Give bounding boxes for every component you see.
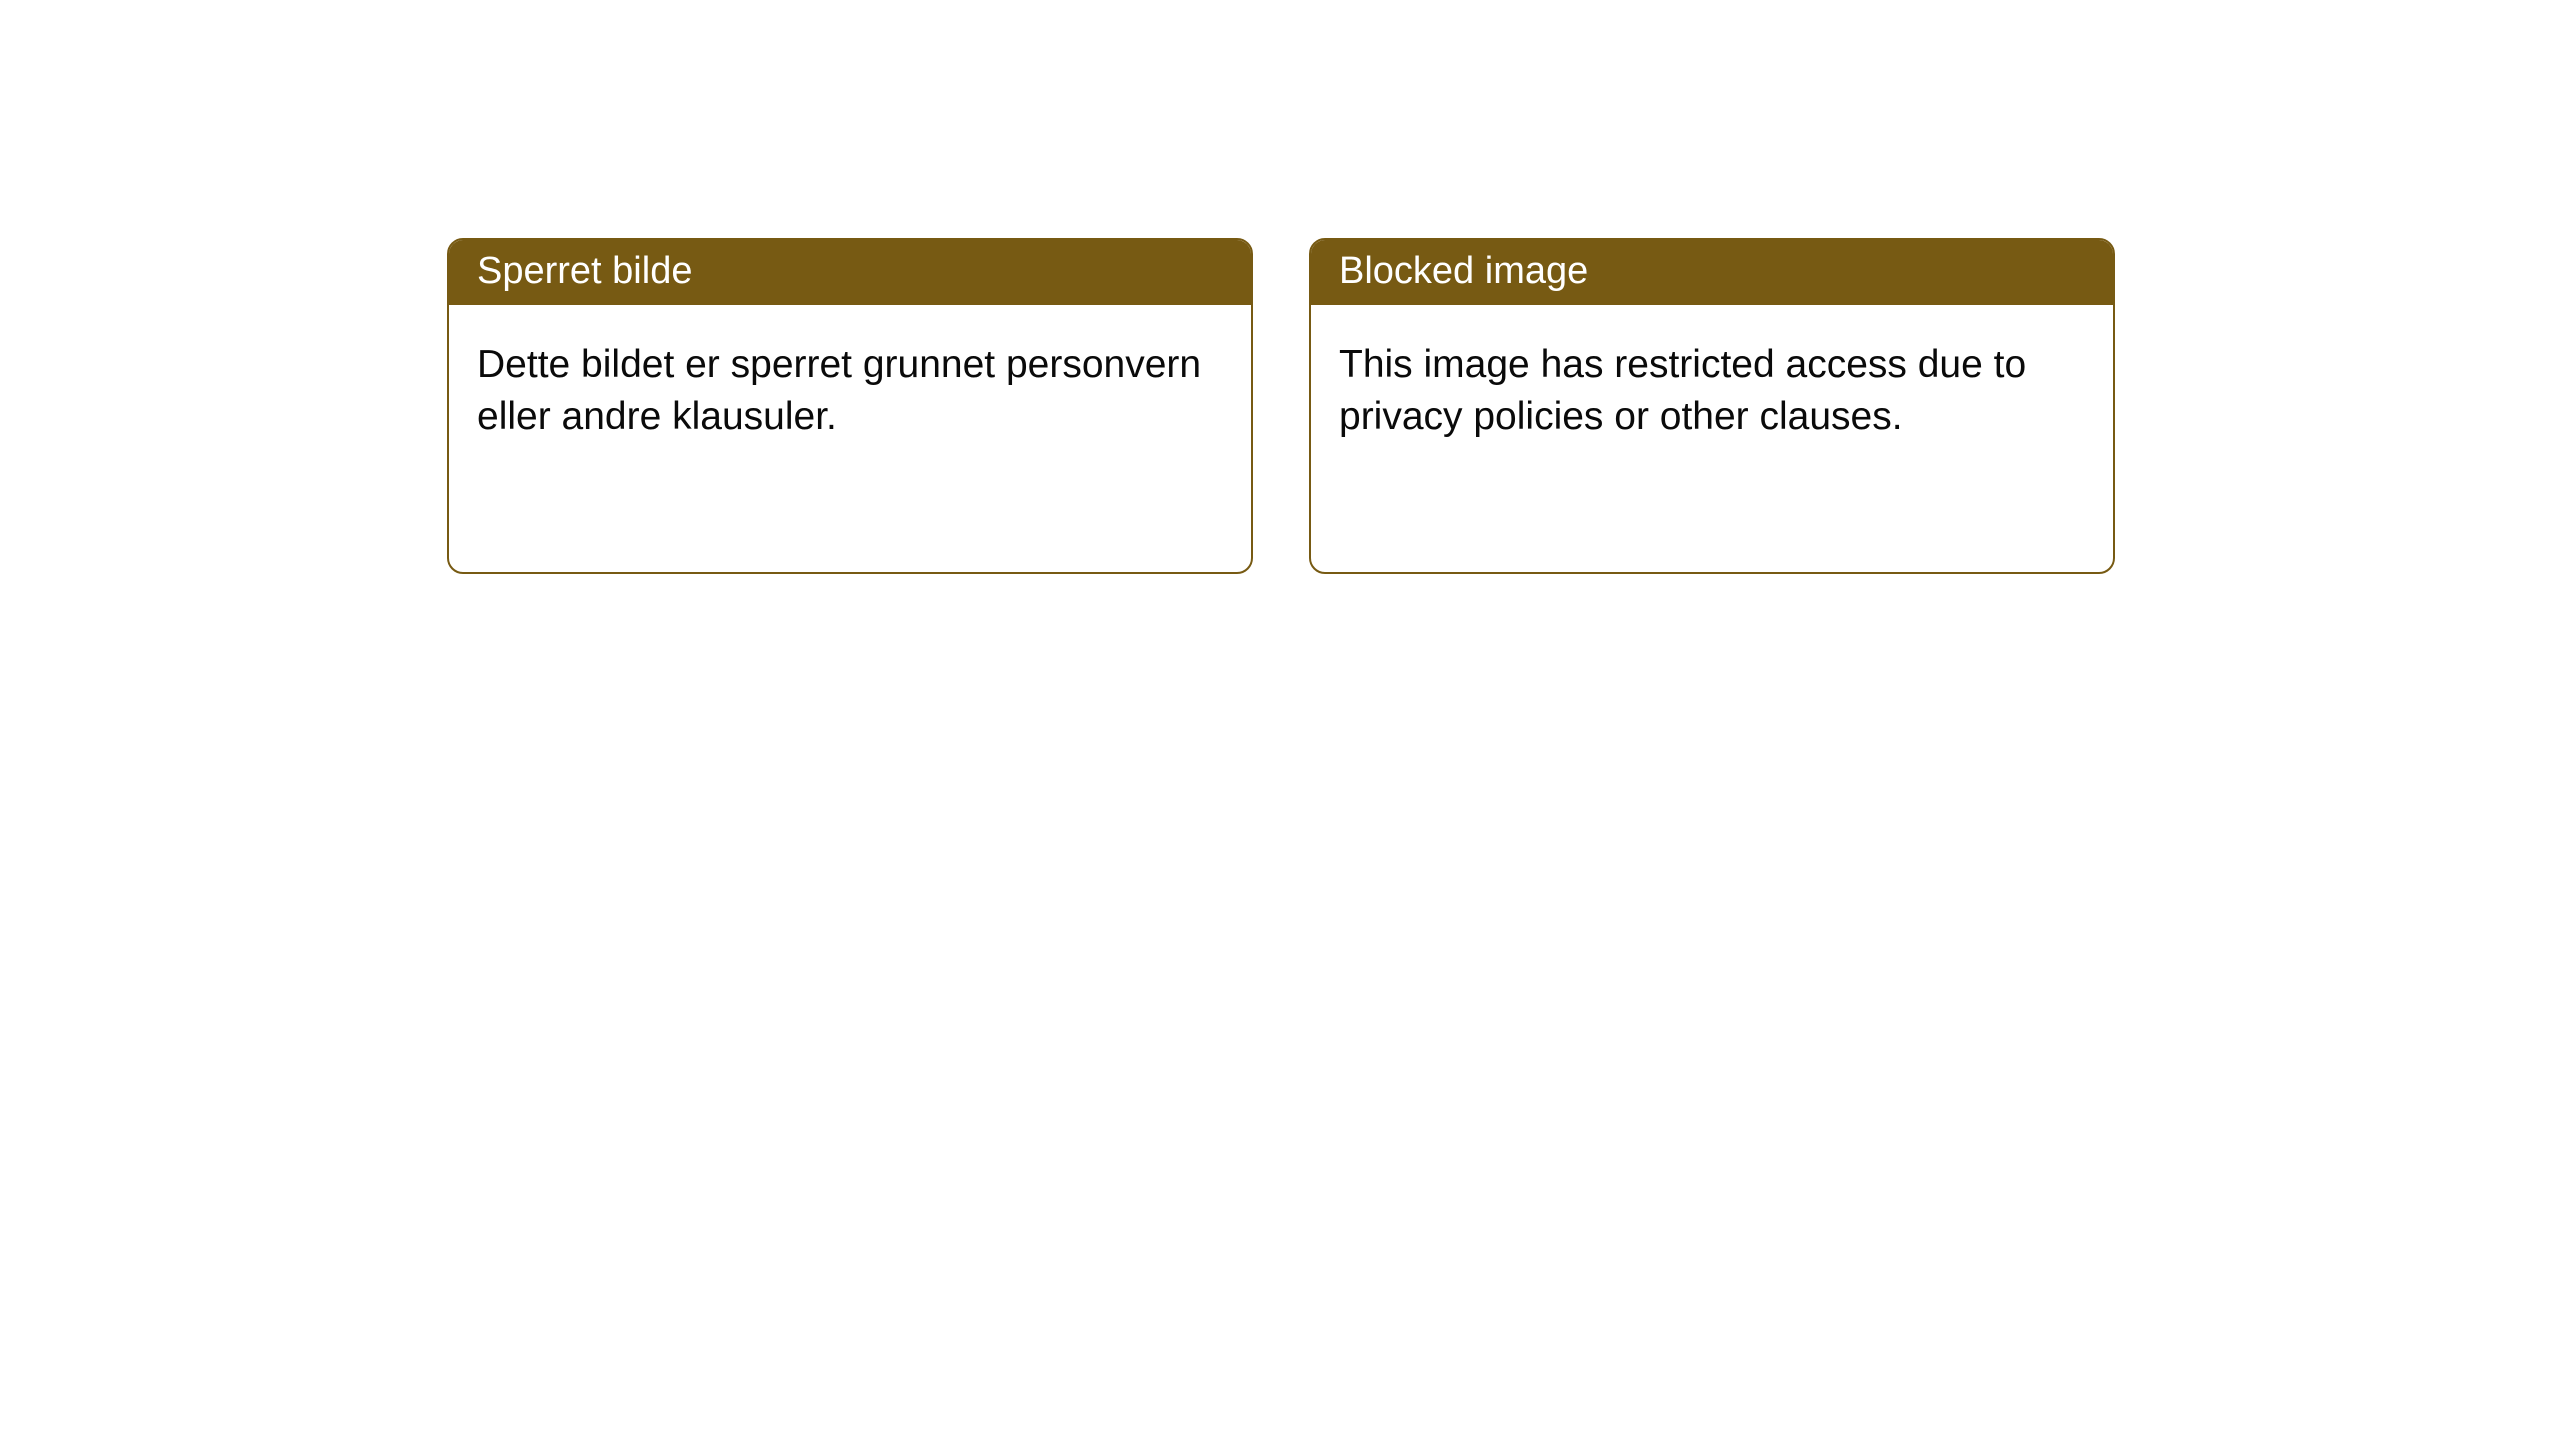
- notice-title-norwegian: Sperret bilde: [449, 240, 1251, 305]
- notice-body-norwegian: Dette bildet er sperret grunnet personve…: [449, 305, 1251, 477]
- notice-body-english: This image has restricted access due to …: [1311, 305, 2113, 477]
- notice-box-norwegian: Sperret bilde Dette bildet er sperret gr…: [447, 238, 1253, 574]
- notice-container: Sperret bilde Dette bildet er sperret gr…: [447, 238, 2115, 574]
- notice-box-english: Blocked image This image has restricted …: [1309, 238, 2115, 574]
- notice-title-english: Blocked image: [1311, 240, 2113, 305]
